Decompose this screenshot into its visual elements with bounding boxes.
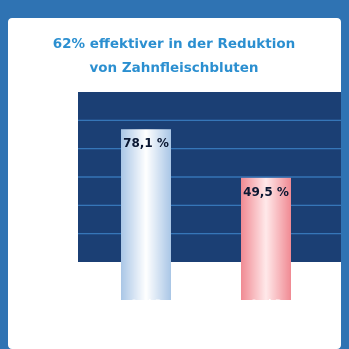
category-label-1-line-4: Handzahnbürste (104, 334, 188, 344)
value-labels: 78,1 % 49,5 % (123, 136, 289, 199)
chart-title-line-2: von Zahnfleischbluten (89, 60, 258, 76)
chart-title-line-1: 62% effektiver in der Reduktion (53, 36, 296, 52)
category-label-2-line-1: Oral-B (250, 299, 282, 309)
value-label-2: 49,5 % (243, 185, 289, 199)
y-axis-label: Reduktion (33, 174, 43, 226)
bars (121, 129, 291, 300)
category-label-1-line-3: (ProExpert) (117, 322, 176, 332)
category-label-1-line-1: Oral-B (130, 299, 162, 309)
category-labels: Oral-BZahnbürste(ProExpert)Handzahnbürst… (104, 299, 296, 344)
category-label-2-line-2: Zahnbürste (237, 311, 295, 321)
category-label-1-line-2: Zahnbürste (117, 311, 175, 321)
bar-1 (121, 129, 171, 300)
value-label-1: 78,1 % (123, 136, 169, 150)
category-label-2-line-3: (mit Oral-B) (236, 322, 296, 332)
bar-2 (241, 177, 291, 300)
